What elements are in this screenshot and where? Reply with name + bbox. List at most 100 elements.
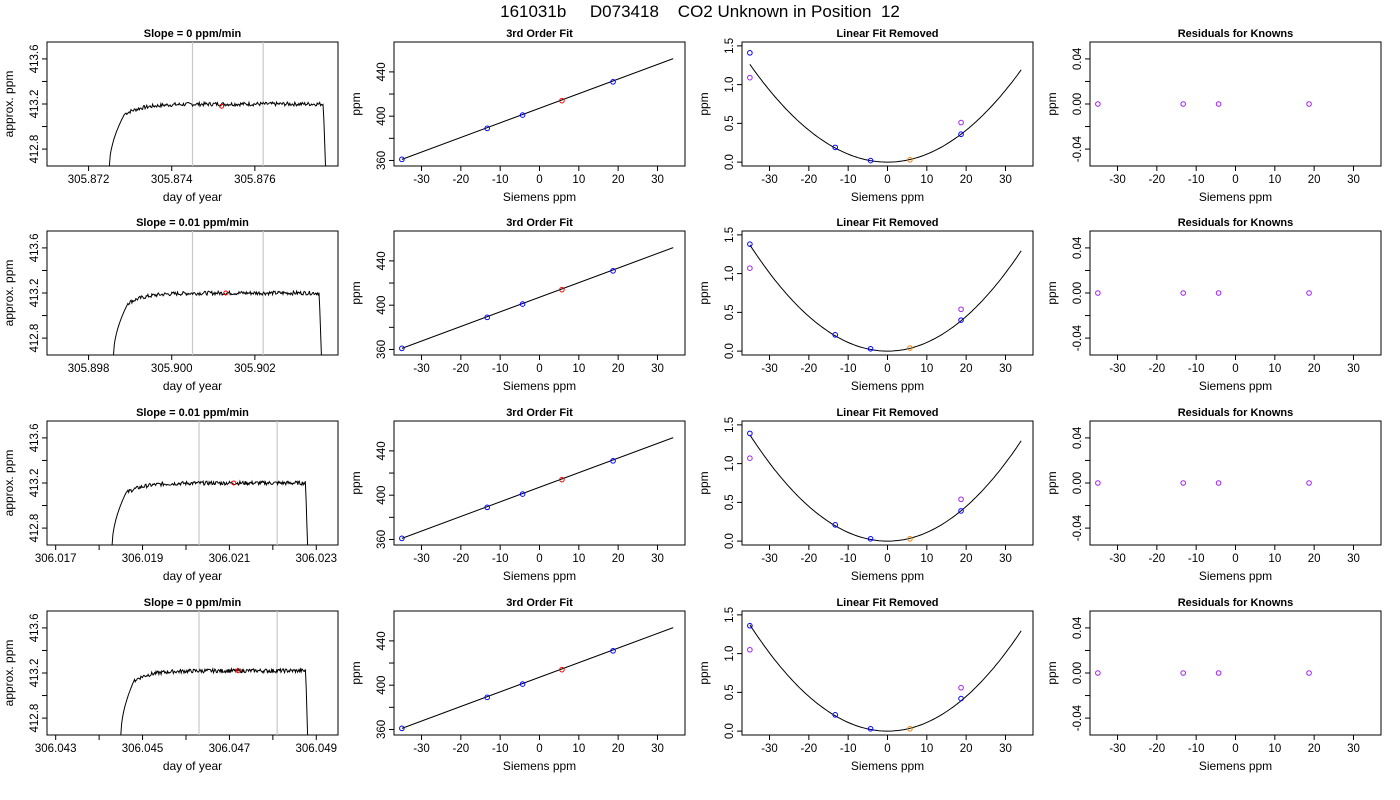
y-tick-label: 440 xyxy=(376,441,388,460)
known-point xyxy=(399,725,405,732)
panel-title: 3rd Order Fit xyxy=(506,28,573,40)
x-axis-label: Siemens ppm xyxy=(1199,759,1272,773)
x-tick-label: 10 xyxy=(572,174,585,186)
panel-title: 3rd Order Fit xyxy=(506,217,573,229)
x-tick-label: -30 xyxy=(413,553,430,565)
open_known-point xyxy=(1180,480,1186,486)
open_known-point xyxy=(1215,670,1222,676)
x-tick-label: 10 xyxy=(1268,174,1281,186)
x-tick-label: 30 xyxy=(999,553,1012,565)
open_known-point xyxy=(1306,670,1312,676)
x-tick-label: 20 xyxy=(1308,363,1321,375)
known-point xyxy=(484,504,490,511)
concentration-trace xyxy=(108,100,326,167)
x-tick-label: 20 xyxy=(960,174,973,186)
panel-r3c1: Slope = 0.01 ppm/min day of year approx. p… xyxy=(2,407,339,583)
y-axis-label: ppm xyxy=(349,661,363,684)
y-tick-label: 1.5 xyxy=(724,417,736,433)
panel-r1c1: Slope = 0 ppm/min day of year approx. ppm 3… xyxy=(2,28,339,204)
open_known-point xyxy=(1095,101,1101,107)
y-tick-label: 440 xyxy=(376,62,388,81)
x-tick-label: 20 xyxy=(612,743,625,755)
open_known-point xyxy=(958,119,964,126)
open_known-point xyxy=(958,496,964,503)
y-tick-label: 0.00 xyxy=(1072,282,1084,304)
x-axis-label: Siemens ppm xyxy=(503,569,576,583)
fit-line xyxy=(401,627,674,729)
known-point xyxy=(747,241,753,247)
x-tick-label: -20 xyxy=(801,553,818,565)
panel-title: Slope = 0.01 ppm/min xyxy=(136,407,249,419)
x-tick-label: -10 xyxy=(840,174,857,186)
panel-title: 3rd Order Fit xyxy=(506,407,573,419)
x-tick-label: 0 xyxy=(1232,743,1238,755)
x-tick-label: 306.049 xyxy=(295,743,337,755)
x-tick-label: 0 xyxy=(1232,553,1238,565)
panel-r1c4: Residuals for Knowns Siemens ppm ppm -30 -20… xyxy=(1045,28,1382,204)
x-tick-label: 0 xyxy=(884,553,890,565)
x-tick-label: 10 xyxy=(920,363,933,375)
concentration-trace xyxy=(111,479,309,546)
panel-title: Linear Fit Removed xyxy=(836,217,938,229)
fit-line xyxy=(401,437,674,539)
open_known-point xyxy=(1215,480,1222,486)
x-axis-label: day of year xyxy=(163,190,222,204)
y-axis-label: ppm xyxy=(697,281,711,304)
unknown-point xyxy=(559,286,565,293)
x-tick-label: 10 xyxy=(572,743,585,755)
y-axis-label: ppm xyxy=(1045,471,1059,494)
x-tick-label: 20 xyxy=(960,743,973,755)
known-point xyxy=(747,430,753,437)
panel-title: Linear Fit Removed xyxy=(836,407,938,419)
y-tick-label: 413.2 xyxy=(29,90,41,119)
panel-r2c2: 3rd Order Fit Siemens ppm ppm -30 -20 -10 0 10 2… xyxy=(349,217,686,393)
x-axis-label: Siemens ppm xyxy=(503,759,576,773)
y-tick-label: -0.04 xyxy=(1072,324,1084,351)
y-axis-label: approx. ppm xyxy=(2,71,16,138)
y-tick-label: 0.5 xyxy=(724,684,736,700)
unknown-point xyxy=(559,97,565,104)
x-tick-label: 10 xyxy=(920,553,933,565)
y-tick-label: 0.0 xyxy=(724,533,736,549)
unknown-point xyxy=(559,666,565,673)
x-tick-label: -30 xyxy=(413,174,430,186)
y-tick-label: 440 xyxy=(376,251,388,270)
x-tick-label: -20 xyxy=(453,174,470,186)
y-tick-label: 400 xyxy=(376,676,388,695)
x-tick-label: 0 xyxy=(1232,174,1238,186)
x-axis-label: Siemens ppm xyxy=(503,379,576,393)
x-axis-label: Siemens ppm xyxy=(851,759,924,773)
y-tick-label: 400 xyxy=(376,486,388,505)
y-axis-label: approx. ppm xyxy=(2,640,16,707)
y-tick-label: 413.2 xyxy=(29,659,41,688)
open_known-point xyxy=(747,455,753,462)
plot-frame xyxy=(1089,420,1382,546)
x-tick-label: 10 xyxy=(1268,553,1281,565)
unknown-marker xyxy=(219,103,225,109)
x-tick-label: -10 xyxy=(1188,553,1205,565)
y-tick-label: 0.00 xyxy=(1072,472,1084,494)
open_known-point xyxy=(747,74,753,81)
lin_unknown-point xyxy=(907,345,913,351)
known-point xyxy=(832,332,838,338)
x-tick-label: 30 xyxy=(651,174,664,186)
x-tick-label: -10 xyxy=(492,363,509,375)
x-axis-label: Siemens ppm xyxy=(1199,569,1272,583)
panel-title: Slope = 0 ppm/min xyxy=(144,597,242,609)
x-tick-label: -10 xyxy=(1188,174,1205,186)
plot-frame xyxy=(393,41,686,167)
plot-frame xyxy=(1089,610,1382,736)
known-point xyxy=(484,694,490,701)
lin_unknown-point xyxy=(907,536,913,542)
x-tick-label: 306.017 xyxy=(35,553,77,565)
x-tick-label: -20 xyxy=(453,743,470,755)
x-axis-label: Siemens ppm xyxy=(851,379,924,393)
x-tick-label: 20 xyxy=(612,363,625,375)
x-tick-label: 0 xyxy=(884,363,890,375)
x-tick-label: -30 xyxy=(1109,174,1126,186)
y-tick-label: 413.6 xyxy=(29,424,41,453)
x-tick-label: 10 xyxy=(572,363,585,375)
x-tick-label: 20 xyxy=(1308,553,1321,565)
unknown-marker xyxy=(235,668,241,674)
